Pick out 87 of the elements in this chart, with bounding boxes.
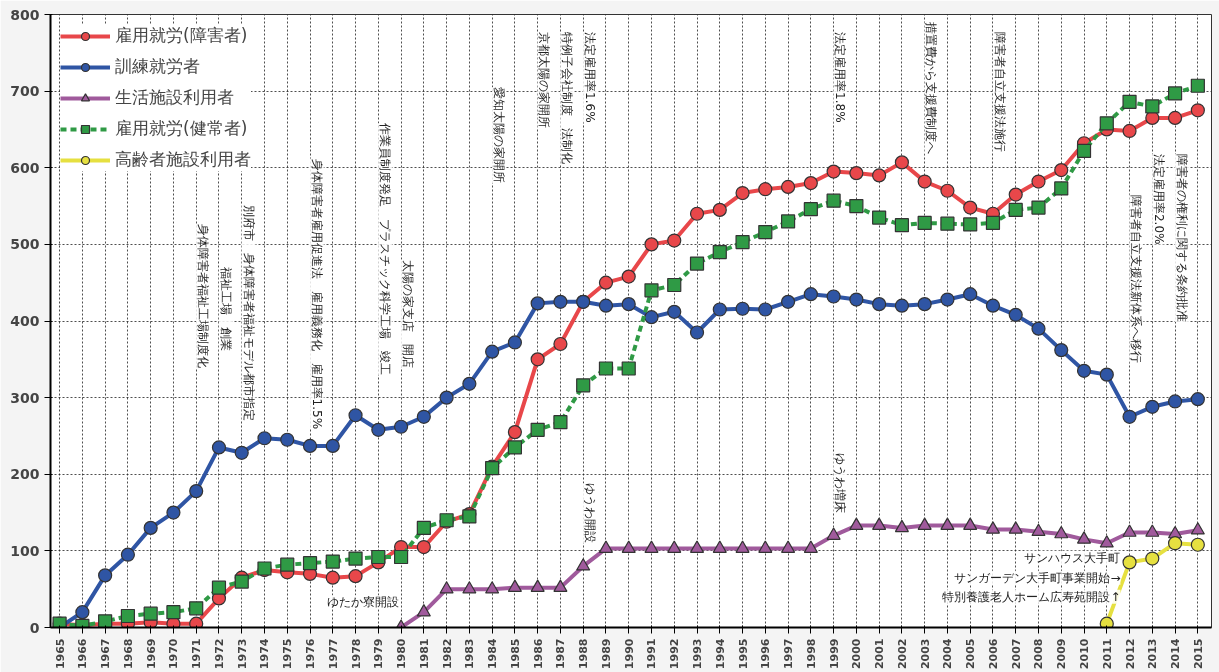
y-tick-label: 700	[10, 83, 40, 100]
x-tick-label: 1968	[121, 638, 135, 670]
annotation: ゆたか寮開設	[326, 595, 399, 610]
x-tick-label: 1985	[508, 638, 522, 670]
x-tick-label: 1966	[76, 638, 90, 670]
x-tick-label: 1989	[599, 638, 613, 670]
x-tick-label: 1972	[212, 638, 226, 670]
annotation: 京都太陽の家開所	[537, 32, 552, 129]
x-tick-label: 1971	[190, 638, 204, 670]
x-tick-label: 2011	[1100, 638, 1114, 670]
legend-label: 生活施設利用者	[115, 86, 234, 109]
x-tick-label: 1995	[736, 638, 750, 670]
x-tick-label: 2000	[850, 638, 864, 670]
y-tick-label: 800	[10, 6, 40, 23]
annotation: 特例子会社制度 法制化	[560, 32, 575, 165]
x-tick-label: 1976	[304, 638, 318, 670]
x-tick-label: 1967	[99, 638, 113, 670]
x-tick-label: 1999	[827, 638, 841, 670]
x-tick-label: 1977	[326, 638, 340, 670]
annotation: 特別養護老人ホーム広寿苑開設↑	[942, 589, 1121, 604]
x-tick-label: 1994	[713, 638, 727, 670]
x-tick-label: 1979	[372, 638, 386, 670]
y-tick-label: 500	[10, 236, 40, 253]
legend-label: 高齢者施設利用者	[115, 148, 251, 171]
annotation: 身体障害者雇用促進法 雇用義務化 雇用率1.5%	[309, 158, 324, 430]
x-tick-label: 1983	[463, 638, 477, 670]
x-tick-label: 2015	[1191, 638, 1205, 670]
x-tick-label: 1982	[440, 638, 454, 670]
x-tick-label: 1965	[53, 638, 67, 670]
y-tick-label: 600	[10, 159, 40, 176]
annotation: 法定雇用率1.8%	[833, 32, 848, 123]
x-tick-label: 2014	[1169, 638, 1183, 670]
x-tick-label: 1970	[167, 638, 181, 670]
x-tick-label: 2012	[1123, 638, 1137, 670]
annotation: 法定雇用率2.0%	[1152, 153, 1167, 245]
x-tick-label: 1990	[622, 638, 636, 670]
x-tick-label: 1988	[577, 638, 591, 670]
x-tick-label: 1993	[691, 638, 705, 670]
annotation: 別府市 身体障害者福祉モデル都市指定	[241, 204, 256, 421]
y-tick-label: 0	[29, 619, 40, 636]
x-tick-label: 1984	[486, 638, 500, 670]
annotation: ゆうわ開設	[583, 483, 598, 544]
y-tick-label: 400	[10, 313, 40, 329]
y-tick-label: 200	[10, 466, 40, 483]
x-tick-label: 1969	[144, 638, 158, 670]
annotation: 福祉工場 創業	[218, 267, 233, 352]
x-tick-label: 2009	[1055, 638, 1069, 670]
x-tick-label: 1998	[804, 638, 818, 670]
x-tick-label: 1980	[395, 638, 409, 670]
annotation: 障害者自立支援法新体系へ移行	[1129, 194, 1144, 363]
x-tick-label: 1981	[417, 638, 431, 670]
annotation: 措置費から支援費制度へ	[924, 22, 939, 155]
x-tick-label: 2008	[1032, 638, 1046, 670]
x-tick-label: 1991	[645, 638, 659, 670]
x-tick-label: 1996	[759, 638, 773, 670]
x-tick-label: 1992	[668, 638, 682, 670]
x-tick-label: 1987	[554, 638, 568, 670]
y-tick-label: 300	[10, 389, 40, 406]
x-tick-label: 1997	[782, 638, 796, 670]
x-tick-label: 2006	[986, 638, 1000, 670]
legend-label: 雇用就労(健常者)	[115, 117, 248, 140]
x-tick-label: 1986	[531, 638, 545, 670]
x-tick-label: 2005	[964, 638, 978, 670]
annotation: 障害者の権利に関する条約批准	[1174, 153, 1189, 322]
x-tick-label: 1973	[235, 638, 249, 670]
x-tick-label: 2004	[941, 638, 955, 670]
x-tick-label: 2013	[1146, 638, 1160, 670]
x-tick-label: 2010	[1078, 638, 1092, 670]
x-tick-label: 2001	[873, 638, 887, 670]
annotation: 作業員制度発足 プラスチック科学工場 竣工	[378, 122, 393, 376]
annotation: サンガーデン大手町事業開始→	[954, 570, 1121, 585]
legend-label: 訓練就労者	[115, 55, 200, 78]
x-tick-label: 1975	[281, 638, 295, 670]
y-tick-label: 100	[10, 542, 40, 559]
x-tick-label: 1974	[258, 638, 272, 670]
x-tick-label: 2002	[895, 638, 909, 670]
legend-label: 雇用就労(障害者)	[115, 24, 248, 47]
annotation: 障害者自立支援法施行	[992, 32, 1007, 153]
x-tick-label: 1978	[349, 638, 363, 670]
annotation: ゆうわ増床	[833, 452, 848, 513]
annotation: 身体障害者福祉工場制度化	[196, 224, 211, 369]
annotation: 愛知太陽の家開所	[491, 87, 506, 184]
x-tick-label: 2007	[1009, 638, 1023, 670]
annotation: サンハウス大手町	[1024, 550, 1121, 565]
annotation: 太陽の家支店 開店	[400, 259, 415, 368]
x-tick-label: 2003	[918, 638, 932, 670]
annotation: 法定雇用率1.6%	[583, 32, 598, 123]
